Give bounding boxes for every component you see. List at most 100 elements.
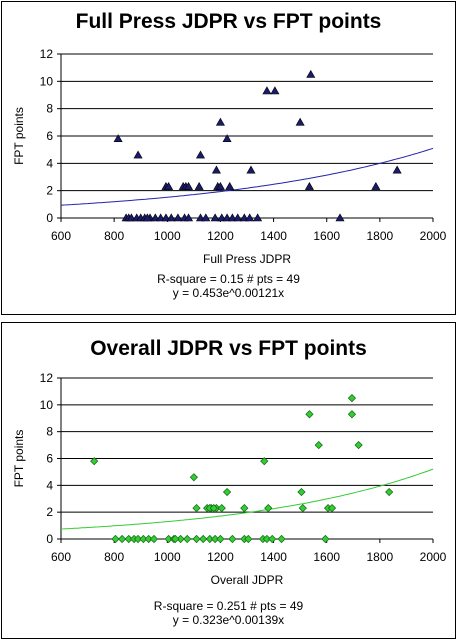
y-tick-label: 2 bbox=[46, 505, 53, 519]
data-point bbox=[327, 504, 337, 513]
data-point bbox=[184, 213, 194, 222]
data-point bbox=[264, 504, 273, 513]
data-point bbox=[111, 534, 120, 544]
x-tick-label: 1000 bbox=[154, 229, 181, 243]
data-point bbox=[215, 117, 225, 126]
data-point bbox=[225, 181, 235, 190]
scatter-plot-full-press: 0 2 4 6 8 10 12 600 800 1000 1200 1400 1600 1800 2000 F… bbox=[12, 47, 447, 266]
chart-title: Full Press JDPR vs FPT points bbox=[75, 10, 382, 33]
x-tick-label: 800 bbox=[104, 550, 124, 564]
x-tick-label: 1400 bbox=[260, 229, 287, 243]
trend-line bbox=[60, 468, 434, 530]
x-tick-label: 1600 bbox=[313, 550, 340, 564]
stats-r-square: R-square = 0.15 # pts = 49 bbox=[157, 272, 300, 286]
y-tick-label: 12 bbox=[40, 371, 54, 385]
x-tick-label: 2000 bbox=[420, 550, 447, 564]
data-point bbox=[244, 534, 253, 544]
data-point bbox=[240, 504, 249, 513]
x-tick-label: 1800 bbox=[367, 550, 394, 564]
stats-r-square: R-square = 0.251 # pts = 49 bbox=[153, 599, 304, 613]
data-point bbox=[142, 213, 152, 222]
data-point bbox=[347, 394, 357, 403]
data-point bbox=[118, 534, 127, 544]
y-tick-label: 6 bbox=[46, 452, 53, 466]
data-point bbox=[184, 181, 194, 190]
trend-line bbox=[60, 147, 434, 206]
data-point bbox=[297, 487, 306, 497]
data-point bbox=[305, 410, 314, 419]
data-point bbox=[262, 86, 272, 95]
data-point bbox=[176, 534, 185, 544]
data-point bbox=[149, 534, 159, 544]
data-point bbox=[321, 534, 330, 544]
y-tick-label: 12 bbox=[40, 47, 54, 61]
y-tick-label: 4 bbox=[46, 156, 53, 170]
data-point bbox=[306, 69, 316, 78]
data-point bbox=[245, 213, 255, 222]
x-tick-label: 600 bbox=[51, 550, 71, 564]
y-tick-label: 2 bbox=[46, 184, 53, 198]
data-point bbox=[201, 213, 211, 222]
x-tick-label: 600 bbox=[51, 229, 71, 243]
y-tick-label: 8 bbox=[46, 425, 53, 439]
data-point bbox=[166, 213, 176, 222]
data-point bbox=[304, 181, 314, 190]
data-point bbox=[113, 134, 123, 143]
data-point bbox=[164, 534, 173, 544]
data-point bbox=[192, 534, 201, 544]
y-tick-label: 0 bbox=[46, 211, 53, 225]
data-point bbox=[124, 534, 133, 544]
data-point bbox=[192, 504, 201, 513]
data-point bbox=[211, 165, 221, 174]
data-point bbox=[354, 440, 363, 450]
data-point bbox=[90, 457, 99, 466]
x-tick-label: 1600 bbox=[313, 229, 340, 243]
data-point bbox=[385, 487, 394, 497]
y-tick-label: 10 bbox=[40, 74, 54, 88]
chart-title: Overall JDPR vs FPT points bbox=[90, 337, 367, 360]
data-point bbox=[246, 165, 256, 174]
data-point bbox=[335, 213, 345, 222]
y-tick-label: 10 bbox=[40, 398, 54, 412]
data-point bbox=[133, 150, 143, 159]
data-point bbox=[217, 504, 226, 513]
data-point bbox=[253, 213, 263, 222]
stats-equation: y = 0.323e^0.00139x bbox=[172, 613, 285, 627]
data-point bbox=[210, 213, 220, 222]
data-point bbox=[216, 534, 225, 544]
data-point bbox=[228, 534, 237, 544]
data-point bbox=[183, 534, 192, 544]
data-point bbox=[392, 165, 402, 174]
y-tick-label: 0 bbox=[46, 532, 53, 546]
data-point bbox=[194, 181, 204, 190]
data-point bbox=[205, 534, 214, 544]
x-tick-label: 1800 bbox=[367, 229, 394, 243]
data-point bbox=[277, 534, 286, 544]
data-point bbox=[133, 534, 143, 544]
scatter-plot-overall: 0 2 4 6 8 10 12 600 800 1000 1200 1400 1600 1800 2000 O… bbox=[12, 371, 447, 587]
data-point bbox=[209, 504, 218, 513]
data-point bbox=[164, 181, 174, 190]
data-point bbox=[371, 181, 381, 190]
y-axis-label: FPT points bbox=[12, 430, 26, 488]
data-point bbox=[268, 534, 277, 544]
x-axis-label: Overall JDPR bbox=[211, 573, 284, 587]
y-tick-label: 8 bbox=[46, 102, 53, 116]
data-point bbox=[171, 534, 180, 544]
chart-panel-overall: Overall JDPR vs FPT points 0 2 4 6 8 10 12 600 8… bbox=[1, 322, 456, 639]
stats-equation: y = 0.453e^0.00121x bbox=[172, 286, 285, 300]
data-point bbox=[233, 213, 243, 222]
data-point bbox=[139, 534, 148, 544]
data-point bbox=[199, 534, 208, 544]
x-tick-label: 800 bbox=[104, 229, 124, 243]
y-tick-label: 4 bbox=[46, 478, 53, 492]
data-point bbox=[262, 534, 272, 544]
data-point bbox=[144, 534, 153, 544]
chart-panel-full-press: Full Press JDPR vs FPT points 0 2 4 6 8 10 12 6… bbox=[1, 1, 456, 315]
data-point bbox=[211, 534, 220, 544]
data-point bbox=[215, 181, 225, 190]
y-axis-label: FPT points bbox=[12, 107, 26, 165]
data-point bbox=[298, 504, 307, 513]
data-point bbox=[173, 213, 183, 222]
data-point bbox=[195, 150, 206, 159]
